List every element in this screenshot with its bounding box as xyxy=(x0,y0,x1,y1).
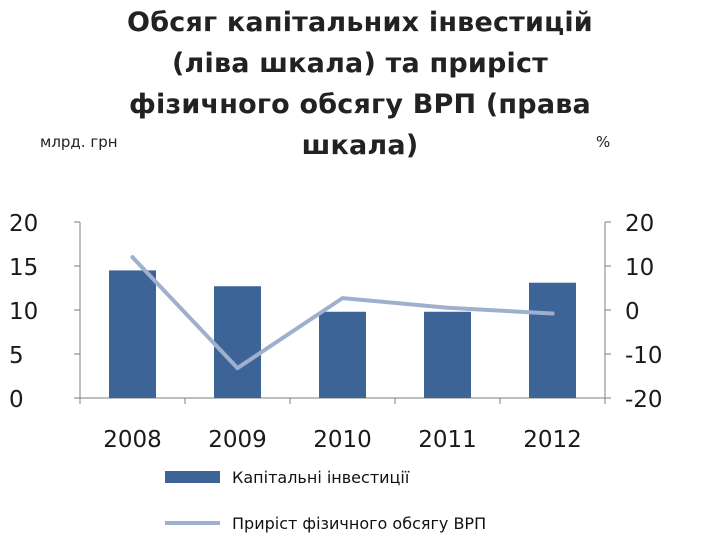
right-tick-label: 10 xyxy=(625,255,654,281)
left-tick-label: 0 xyxy=(9,387,24,413)
bar-2010 xyxy=(319,311,366,398)
left-tick-label: 10 xyxy=(9,299,38,325)
growth-point-2008 xyxy=(130,255,135,260)
title-line-3: фізичного обсягу ВРП (права xyxy=(129,89,591,120)
x-tick-label: 2010 xyxy=(313,427,372,453)
right-tick-label: -20 xyxy=(625,387,663,413)
legend-item-investments: Капітальні інвестиції xyxy=(165,464,486,490)
title-line-1: Обсяг капітальних інвестицій xyxy=(127,7,593,38)
left-tick-label: 15 xyxy=(9,255,38,281)
legend-swatch-bar xyxy=(165,471,220,483)
title-line-4: шкала) xyxy=(301,130,419,161)
legend-swatch-line xyxy=(165,521,220,525)
left-tick-label: 5 xyxy=(9,343,24,369)
bar-2012 xyxy=(529,282,576,398)
right-tick-label: 0 xyxy=(625,299,640,325)
growth-point-2011 xyxy=(445,305,450,310)
x-tick-label: 2012 xyxy=(523,427,582,453)
growth-point-2010 xyxy=(340,296,345,301)
right-tick-label: -10 xyxy=(625,343,663,369)
x-tick-label: 2009 xyxy=(208,427,267,453)
bar-2011 xyxy=(424,311,471,398)
right-axis-unit: % xyxy=(596,133,611,151)
x-tick-label: 2011 xyxy=(418,427,477,453)
bar-2008 xyxy=(109,270,156,398)
legend: Капітальні інвестиції Приріст фізичного … xyxy=(165,464,486,556)
left-tick-label: 20 xyxy=(9,211,38,237)
bar-series xyxy=(109,270,576,398)
title-line-2: (ліва шкала) та приріст xyxy=(171,48,549,79)
x-tick-label: 2008 xyxy=(103,427,162,453)
left-axis-unit: млрд. грн xyxy=(40,133,118,151)
legend-label-investments: Капітальні інвестиції xyxy=(232,467,410,487)
line-series xyxy=(130,255,555,371)
right-tick-label: 20 xyxy=(625,211,654,237)
growth-point-2009 xyxy=(235,366,240,371)
legend-item-growth: Приріст фізичного обсягу ВРП xyxy=(165,510,486,536)
legend-label-growth: Приріст фізичного обсягу ВРП xyxy=(232,513,487,533)
bar-2009 xyxy=(214,286,261,398)
chart-title: Обсяг капітальних інвестицій (ліва шкала… xyxy=(60,2,660,166)
growth-point-2012 xyxy=(550,311,555,316)
